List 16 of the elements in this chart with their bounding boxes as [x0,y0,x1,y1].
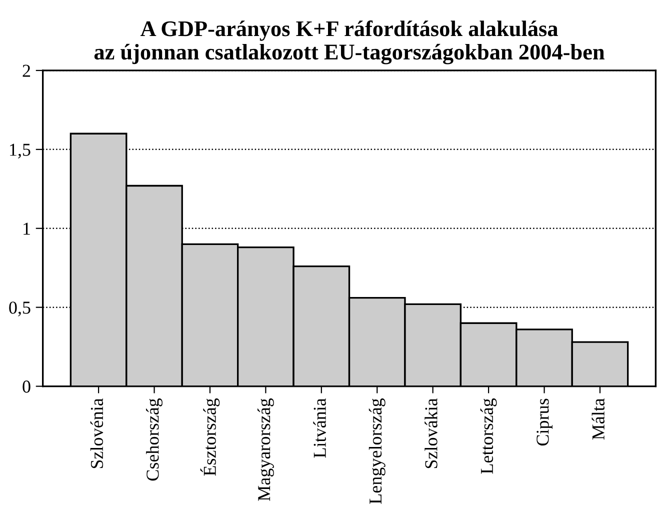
x-tick-label: Észtország [200,398,220,476]
x-tick-label: Szlovákia [424,398,438,468]
x-tick-label: Lettország [480,398,497,474]
y-tick-label: 2 [22,64,30,77]
x-tick-label: Málta [592,398,605,440]
y-tick-label: 1 [24,222,30,235]
y-tick-label: 0,5 [9,302,30,316]
x-tick-label: Magyarország [257,398,274,501]
x-tick-label: Litvánia [313,398,326,458]
chart-title: A GDP-arányos K+F ráfordítások alakulása az újonnan csatlakozott EU-tagországokban 2004-ben [94,20,605,64]
y-tick-label: 0 [22,380,30,393]
x-tick-label: Szlovénia [90,398,104,468]
x-tick-label: Lengyelország [368,398,386,504]
x-tick-label: Ciprus [536,398,552,446]
y-tick-label: 1,5 [10,144,30,158]
x-tick-label: Csehország [146,398,162,481]
